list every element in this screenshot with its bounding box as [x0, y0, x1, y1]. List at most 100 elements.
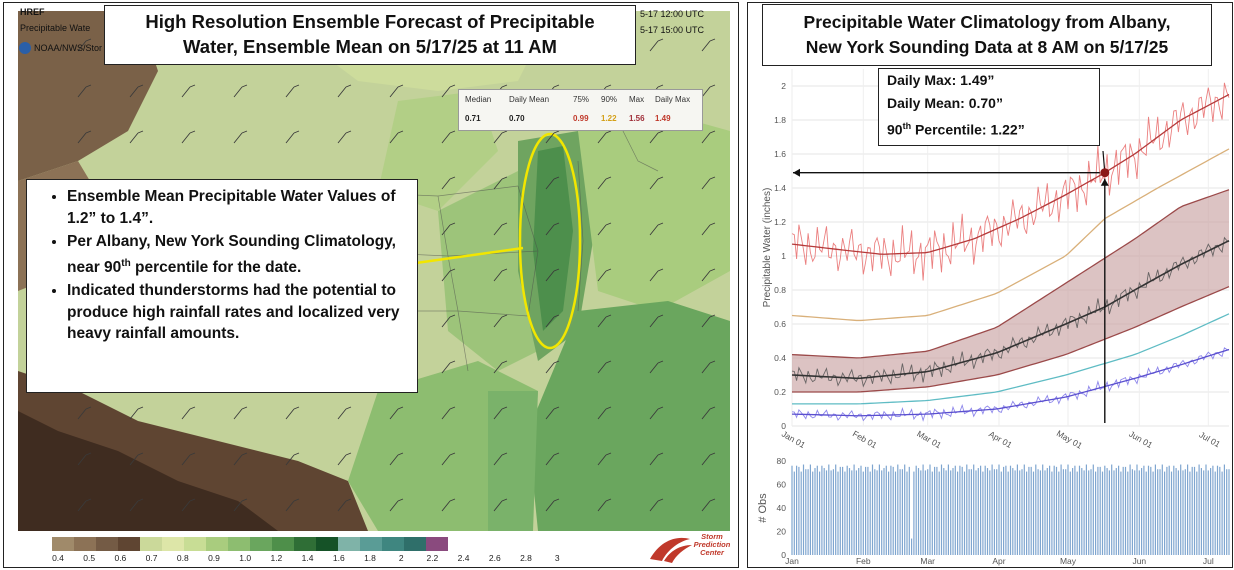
color-scale-label: 2.2	[426, 553, 439, 563]
color-scale-swatch	[316, 537, 338, 551]
obs-bar	[1062, 469, 1064, 555]
obs-bar	[1136, 464, 1138, 555]
color-scale-label: 1.0	[239, 553, 252, 563]
obs-bar	[869, 471, 871, 555]
obs-bar	[924, 470, 926, 555]
obs-y-tick-label: 0	[781, 550, 786, 560]
y-tick-label: 1	[781, 251, 786, 261]
bullet-item: Indicated thunderstorms had the potentia…	[67, 280, 417, 345]
obs-bar	[1207, 470, 1209, 555]
obs-bar	[982, 471, 984, 555]
y-tick-label: 0	[781, 421, 786, 431]
right-panel-title: Precipitable Water Climatology from Alba…	[762, 4, 1212, 66]
obs-x-tick-label: Feb	[856, 556, 871, 566]
x-tick-label: Jul 01	[1197, 429, 1222, 449]
annotation-p90-text: Percentile: 1.22”	[911, 121, 1025, 138]
obs-bar	[1005, 465, 1007, 555]
color-scale-label: 0.5	[83, 553, 96, 563]
obs-bar	[837, 471, 839, 555]
obs-bar	[1134, 470, 1136, 555]
obs-bar	[989, 470, 991, 555]
obs-bar	[1092, 464, 1094, 555]
obs-bar	[1198, 464, 1200, 555]
obs-bar	[1101, 471, 1104, 555]
obs-bar	[1058, 471, 1060, 555]
obs-bar	[1166, 466, 1168, 555]
y-tick-label: 1.2	[774, 217, 786, 227]
obs-bar	[1044, 470, 1046, 555]
obs-bar	[1173, 465, 1175, 555]
obs-bar	[1060, 464, 1062, 555]
obs-bar	[906, 471, 908, 555]
x-tick-label: May 01	[1055, 428, 1084, 451]
obs-bar	[1210, 468, 1212, 555]
obs-bar	[830, 470, 832, 555]
obs-bar	[1081, 468, 1083, 555]
obs-bar	[904, 464, 906, 555]
color-scale-swatch	[338, 537, 360, 551]
obs-bar	[1187, 464, 1189, 555]
x-tick-label: Apr 01	[987, 429, 1014, 450]
color-scale-swatch	[272, 537, 294, 551]
obs-bar	[805, 469, 807, 555]
obs-bar	[855, 470, 857, 555]
annotation-daily-mean: Daily Mean: 0.70”	[887, 95, 1003, 111]
obs-bar	[802, 464, 805, 555]
obs-bar	[800, 471, 802, 555]
obs-bar	[862, 471, 864, 555]
obs-bar	[1168, 465, 1170, 555]
obs-bar	[1175, 468, 1177, 555]
color-scale-swatch	[294, 537, 316, 551]
obs-bar	[851, 470, 853, 555]
obs-y-axis-label: # Obs	[757, 493, 769, 523]
color-scale-swatch	[360, 537, 382, 551]
obs-bar	[888, 471, 890, 555]
obs-bar	[812, 471, 814, 555]
obs-bar	[842, 466, 844, 555]
obs-bar	[1065, 469, 1067, 555]
obs-bar	[1003, 466, 1005, 555]
obs-bar	[1023, 464, 1025, 555]
obs-bar	[1189, 471, 1191, 555]
spc-logo-line-2: Prediction	[693, 540, 731, 549]
color-scale-swatch	[250, 537, 272, 551]
obs-bar	[1069, 471, 1071, 555]
obs-bar	[1147, 465, 1150, 555]
obs-x-tick-label: Jul	[1203, 556, 1214, 566]
obs-x-tick-label: Apr	[992, 556, 1005, 566]
obs-bar	[897, 464, 899, 555]
stats-header-2: 75%	[573, 95, 590, 104]
obs-bar	[819, 471, 821, 555]
obs-bar	[947, 464, 949, 555]
obs-bar	[911, 538, 913, 555]
obs-bar	[848, 468, 851, 555]
color-scale-swatch	[96, 537, 118, 551]
stats-header-4: Max	[629, 95, 645, 104]
obs-bar	[1051, 471, 1053, 555]
stats-value-5: 1.49	[655, 114, 671, 123]
climatology-annotation-box: Daily Max: 1.49” Daily Mean: 0.70” 90th …	[878, 68, 1100, 146]
obs-bar	[986, 468, 989, 555]
obs-bar	[1203, 470, 1205, 555]
obs-bar	[1212, 465, 1214, 555]
obs-bar	[821, 465, 823, 555]
obs-bar	[1083, 470, 1085, 555]
obs-bar	[1095, 471, 1097, 555]
y-tick-label: 0.4	[774, 353, 786, 363]
obs-bar	[1053, 465, 1055, 555]
obs-bar	[846, 465, 848, 555]
obs-bar	[1067, 464, 1069, 555]
obs-bar	[1000, 471, 1002, 555]
obs-bar	[899, 469, 901, 555]
obs-bar	[890, 465, 892, 555]
obs-bar	[998, 464, 1000, 555]
obs-bar	[814, 468, 816, 555]
obs-bar	[865, 466, 867, 555]
obs-bar	[957, 471, 959, 555]
obs-bar	[1191, 466, 1193, 555]
stats-header-5: Daily Max	[655, 95, 691, 104]
stats-header-1: Daily Mean	[509, 95, 550, 104]
obs-bar	[917, 468, 920, 555]
obs-bar	[922, 464, 924, 555]
color-scale-label: 1.8	[364, 553, 376, 563]
